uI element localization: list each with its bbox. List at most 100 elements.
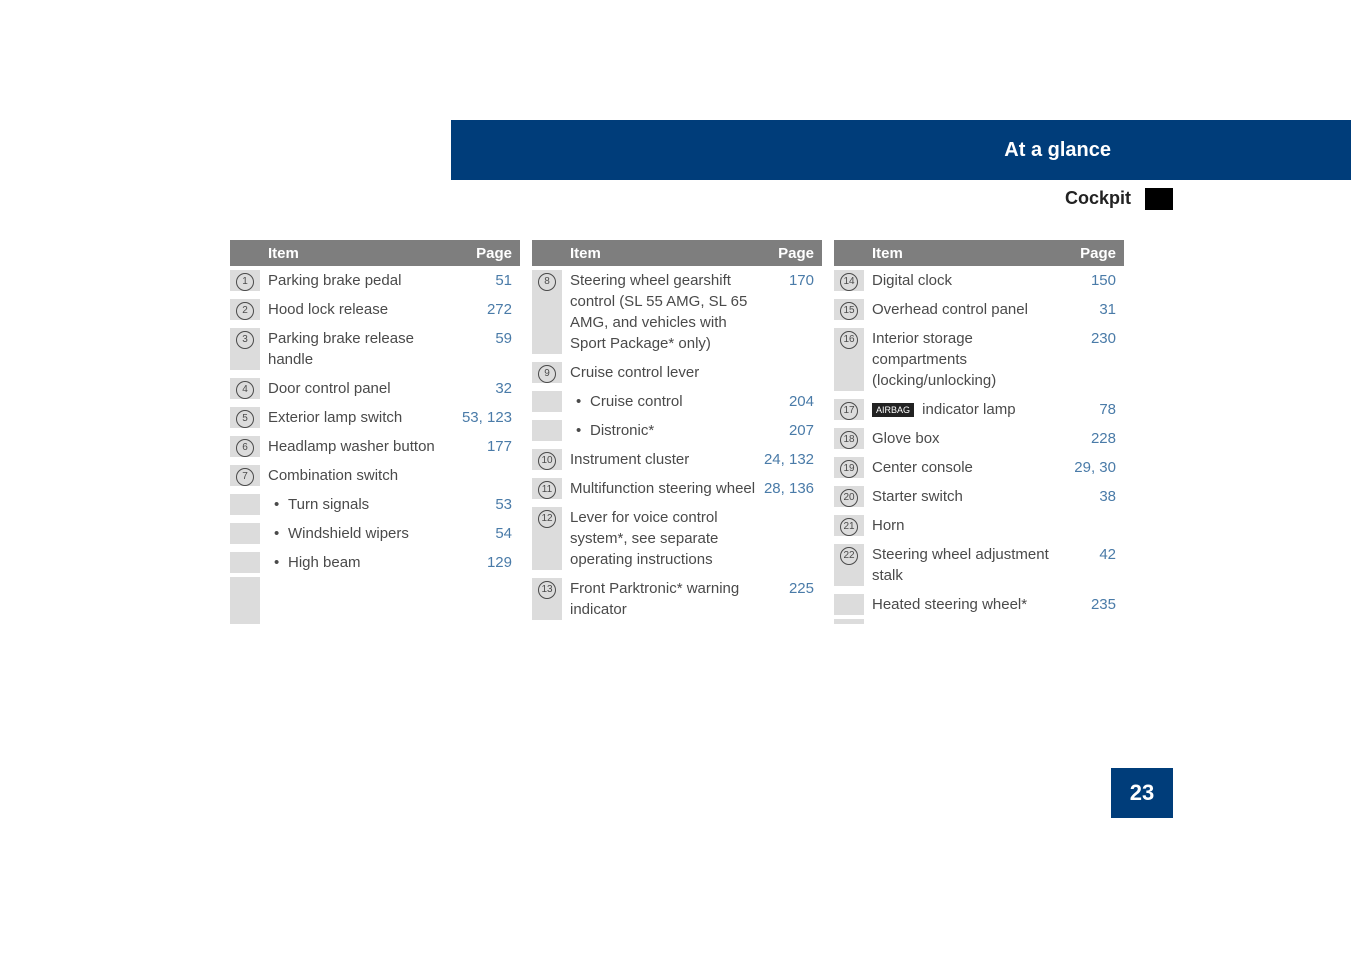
table-row: 12 Lever for voice control system*, see s… [532,503,822,574]
circled-number-icon: 18 [840,431,858,449]
row-page [760,507,822,570]
row-page: 129 [458,552,520,573]
header-page: Page [760,245,822,262]
table-row: 17AIRBAG indicator lamp78 [834,395,1124,424]
table-row: 11 Multifunction steering wheel28, 136 [532,474,822,503]
header-page: Page [458,245,520,262]
row-item: Combination switch [260,465,458,486]
row-page: 51 [458,270,520,291]
row-item: High beam [260,552,458,573]
row-number: 20 [834,486,864,507]
row-item: Interior storage compartments (locking/u… [864,328,1062,391]
row-number: 16 [834,328,864,391]
row-item: Steering wheel adjustment stalk [864,544,1062,586]
circled-number-icon: 12 [538,510,556,528]
table-row: Turn signals53 [230,490,520,519]
row-item: Lever for voice control system*, see sep… [562,507,760,570]
table-column: ItemPage1Parking brake pedal512Hood lock… [230,240,520,624]
row-item: Windshield wipers [260,523,458,544]
row-item: Cruise control [562,391,760,412]
row-page: 150 [1062,270,1124,291]
row-page: 170 [760,270,822,354]
circled-number-icon: 14 [840,273,858,291]
row-page: 78 [1062,399,1124,420]
table-row: 16Interior storage compartments (locking… [834,324,1124,395]
table-row: Heated steering wheel*235 [834,590,1124,619]
row-item: Front Parktronic* warning indicator [562,578,760,620]
table-row: 5Exterior lamp switch53, 123 [230,403,520,432]
row-number [230,523,260,544]
row-number: 3 [230,328,260,370]
row-number: 7 [230,465,260,486]
row-number [230,552,260,573]
content-columns: ItemPage1Parking brake pedal512Hood lock… [230,240,1124,624]
row-page: 29, 30 [1062,457,1124,478]
sub-header: Cockpit [1065,188,1131,209]
section-tab [1145,188,1173,210]
row-page: 225 [760,578,822,620]
row-number: 22 [834,544,864,586]
table-header: ItemPage [834,240,1124,266]
table-row: 15Overhead control panel31 [834,295,1124,324]
row-number [532,391,562,412]
row-item: Distronic* [562,420,760,441]
row-page: 59 [458,328,520,370]
circled-number-icon: 21 [840,518,858,536]
circled-number-icon: 6 [236,439,254,457]
circled-number-icon: 7 [236,468,254,486]
column-filler [230,577,520,624]
row-page: 32 [458,378,520,399]
row-item: Instrument cluster [562,449,760,470]
row-number: 5 [230,407,260,428]
row-number: 4 [230,378,260,399]
table-header: ItemPage [532,240,822,266]
row-page: 28, 136 [760,478,822,499]
header-item: Item [260,245,458,262]
header-band: At a glance [451,120,1351,180]
table-row: 6Headlamp washer button177 [230,432,520,461]
table-column: ItemPage 14 Digital clock150 15Overhead con… [834,240,1124,624]
row-item: Multifunction steering wheel [562,478,760,499]
row-number: 8 [532,270,562,354]
circled-number-icon: 20 [840,489,858,507]
row-page: 228 [1062,428,1124,449]
row-page: 235 [1062,594,1124,615]
row-item: Cruise control lever [562,362,760,383]
row-number [532,420,562,441]
table-row: 18Glove box228 [834,424,1124,453]
row-number: 10 [532,449,562,470]
header-title: At a glance [1004,139,1111,162]
table-column: ItemPage8Steering wheel gearshift contro… [532,240,822,624]
row-item: Heated steering wheel* [864,594,1062,615]
row-item: Center console [864,457,1062,478]
row-page: 42 [1062,544,1124,586]
table-row: 21Horn [834,511,1124,540]
row-number: 14 [834,270,864,291]
row-page [1062,515,1124,536]
row-number: 18 [834,428,864,449]
circled-number-icon: 17 [840,402,858,420]
table-row: Cruise control204 [532,387,822,416]
circled-number-icon: 10 [538,452,556,470]
row-page: 38 [1062,486,1124,507]
row-page: 230 [1062,328,1124,391]
table-row: 1Parking brake pedal51 [230,266,520,295]
row-item: Turn signals [260,494,458,515]
table-row: 22Steering wheel adjustment stalk42 [834,540,1124,590]
row-item: Digital clock [864,270,1062,291]
circled-number-icon: 13 [538,581,556,599]
table-row: 19Center console29, 30 [834,453,1124,482]
circled-number-icon: 4 [236,381,254,399]
row-item: Headlamp washer button [260,436,458,457]
table-row: 20Starter switch38 [834,482,1124,511]
row-number: 9 [532,362,562,383]
table-row: 7 Combination switch [230,461,520,490]
table-row: 4 Door control panel32 [230,374,520,403]
circled-number-icon: 15 [840,302,858,320]
circled-number-icon: 8 [538,273,556,291]
row-item: Door control panel [260,378,458,399]
circled-number-icon: 11 [538,481,556,499]
row-page: 53, 123 [458,407,520,428]
row-page: 31 [1062,299,1124,320]
row-page: 207 [760,420,822,441]
